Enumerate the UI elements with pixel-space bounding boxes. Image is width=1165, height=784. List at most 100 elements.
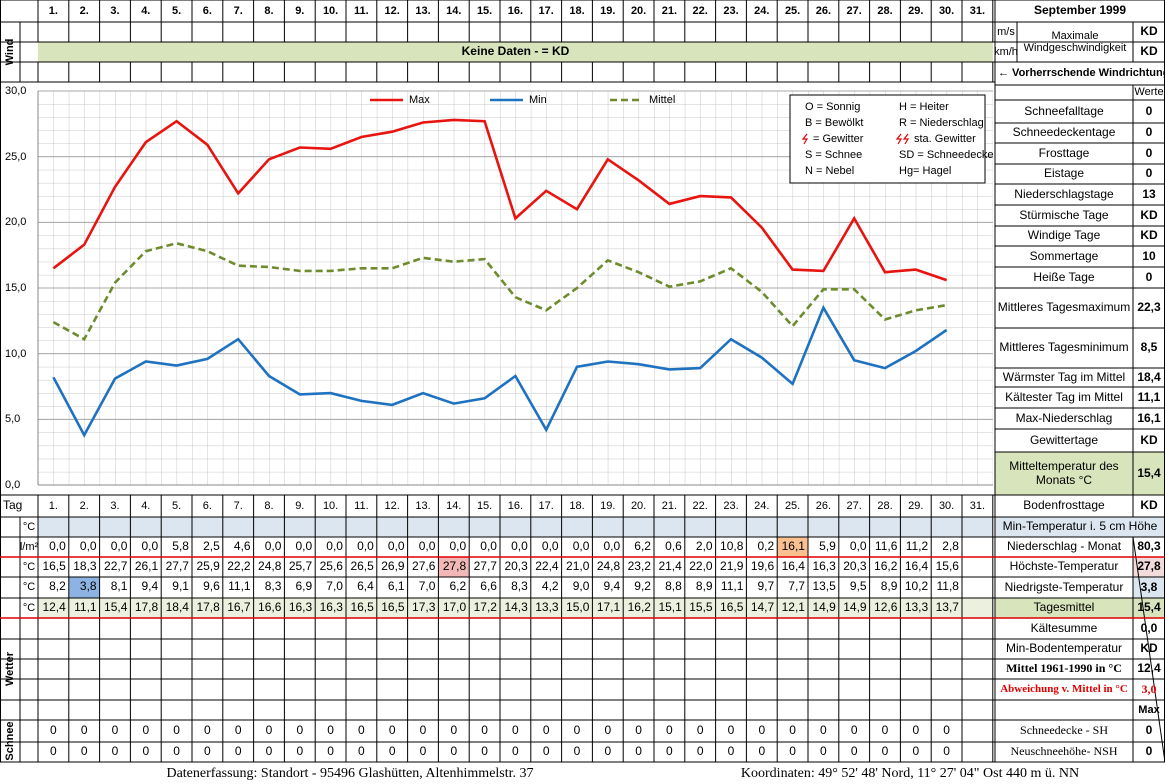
- new-snow-cell: 0: [604, 744, 612, 759]
- temp-cell: 17,1: [596, 600, 621, 615]
- stat-label: Wärmster Tag im Mittel: [1002, 369, 1126, 384]
- summary-label: Kältesumme: [1030, 620, 1098, 635]
- precip-cell: 6,2: [634, 539, 651, 554]
- summary-value: 27,8: [1137, 559, 1161, 574]
- day-label: 7.: [233, 499, 243, 512]
- stat-value: 15,4: [1137, 465, 1161, 480]
- day-header: 8.: [264, 4, 274, 17]
- day-header: 19.: [600, 4, 616, 17]
- day-label: 13.: [415, 499, 431, 512]
- precip-cell: 0,0: [849, 539, 867, 554]
- temp-cell: 4,2: [541, 579, 559, 594]
- temp-cell: 9,5: [849, 579, 867, 594]
- stat-value: 0: [1145, 125, 1153, 140]
- y-tick-label: 15,0: [5, 281, 27, 294]
- snow-depth-cell: 0: [50, 723, 57, 738]
- unit-label: °C: [22, 560, 36, 573]
- new-snow-cell: 0: [327, 744, 334, 759]
- temp-cell: 15,6: [935, 559, 959, 574]
- temp-cell: 14,3: [504, 600, 528, 615]
- temp-cell: 22,7: [104, 559, 128, 574]
- new-snow-cell: 0: [419, 744, 427, 759]
- day-header: 20.: [630, 4, 647, 17]
- precip-cell: 0,0: [141, 539, 159, 554]
- new-snow-cell: 0: [542, 744, 550, 759]
- snow-depth-cell: 0: [666, 723, 673, 738]
- stat-label: Heiße Tage: [1033, 269, 1095, 284]
- day-label: 25.: [784, 499, 801, 512]
- day-header: 21.: [661, 4, 678, 17]
- snow-depth-cell: 0: [234, 723, 242, 738]
- new-snow-cell: 0: [573, 744, 581, 759]
- no-data-note: Keine Daten - = KD: [461, 44, 570, 59]
- day-label: 29.: [908, 499, 924, 512]
- temp-cell: 13,3: [535, 600, 559, 615]
- summary-value: 80,3: [1137, 539, 1161, 554]
- precip-cell: 0,0: [326, 539, 343, 554]
- day-label-head: Tag: [3, 498, 23, 513]
- stat-value: 11,1: [1137, 389, 1161, 404]
- stat-label: Mittleres Tagesminimum: [999, 340, 1129, 355]
- new-snow-cell: 0: [758, 744, 766, 759]
- temp-cell: 25,7: [288, 559, 313, 574]
- day-header: 17.: [538, 4, 554, 17]
- unit-ms: m/s: [997, 25, 1015, 38]
- weather-label: Wetter: [3, 651, 16, 687]
- temp-cell: 21,4: [658, 559, 682, 574]
- temp-cell: 6,1: [387, 579, 405, 594]
- temp-cell: 11,8: [936, 579, 959, 594]
- y-tick-label: 0,0: [5, 478, 21, 491]
- precip-cell: 0,0: [110, 539, 128, 554]
- unit-label: °C: [22, 580, 36, 593]
- temp-cell: 27,6: [412, 559, 436, 574]
- stat-label: Sommertage: [1029, 248, 1099, 263]
- temp-cell: 7,0: [418, 579, 436, 594]
- snow-depth-cell: 0: [604, 723, 612, 738]
- temp-cell: 16,6: [258, 600, 282, 615]
- new-snow-cell: 0: [881, 744, 889, 759]
- temp-cell: 3,8: [79, 579, 97, 594]
- symbol-legend-item: S = Schnee: [805, 148, 863, 161]
- snow-label: Schnee: [3, 721, 16, 761]
- snow-depth-cell: 0: [912, 723, 920, 738]
- symbol-legend-item: = Gewitter: [813, 132, 864, 145]
- stat-value: 18,4: [1137, 369, 1161, 384]
- temp-cell: 8,3: [264, 579, 282, 594]
- temp-cell: 25,9: [196, 559, 220, 574]
- stat-label: Bodenfrosttage: [1023, 498, 1105, 513]
- precip-cell: 0,0: [79, 539, 97, 554]
- new-snow-cell: 0: [912, 744, 920, 759]
- day-label: 14.: [446, 499, 462, 512]
- day-label: 11.: [354, 499, 369, 512]
- snow-depth-cell: 0: [635, 723, 642, 738]
- snow-depth-cell: 0: [758, 723, 766, 738]
- symbol-legend-item: O = Sonnig: [805, 100, 861, 113]
- snow-depth-cell: 0: [881, 723, 889, 738]
- symbol-legend-item: sta. Gewitter: [914, 132, 976, 145]
- precip-cell: 0,0: [480, 539, 497, 554]
- new-snow-cell: 0: [142, 744, 150, 759]
- summary-label: Niedrigste-Temperatur: [1004, 579, 1124, 594]
- day-header: 23.: [723, 4, 739, 17]
- day-header: 28.: [877, 4, 893, 17]
- new-snow-cell: 0: [204, 744, 211, 759]
- day-label: 28.: [877, 499, 893, 512]
- precip-cell: 0,0: [511, 539, 528, 554]
- snow-depth-cell: 0: [111, 723, 119, 738]
- new-snow-cell: 0: [666, 744, 673, 759]
- temp-cell: 8,2: [49, 579, 66, 594]
- summary-value: KD: [1140, 641, 1158, 656]
- temp-cell: 16,2: [627, 600, 651, 615]
- temp-cell: 26,5: [350, 559, 374, 574]
- temp-cell: 9,6: [203, 579, 220, 594]
- day-header: 27.: [846, 4, 862, 17]
- symbol-legend-item: N = Nebel: [805, 164, 855, 177]
- temp-cell: 12,4: [42, 600, 66, 615]
- temp-cell: 14,7: [750, 600, 775, 615]
- symbol-legend-item: H = Heiter: [899, 100, 949, 113]
- temp-cell: 11,1: [228, 579, 251, 594]
- temp-cell: 16,3: [288, 600, 313, 615]
- summary-label: Höchste-Temperatur: [1009, 559, 1119, 574]
- day-label: 3.: [110, 499, 120, 512]
- max-wind-label: Maximale Windgeschwindigkeit: [1023, 29, 1127, 54]
